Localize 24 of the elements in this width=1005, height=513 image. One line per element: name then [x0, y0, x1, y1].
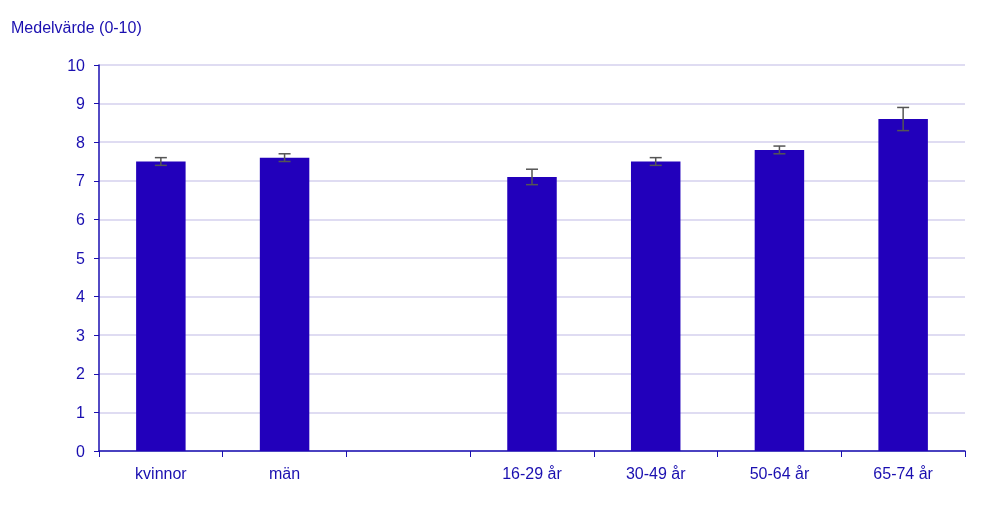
- x-tick-label: 65-74 år: [873, 464, 934, 482]
- y-tick-label: 0: [76, 442, 86, 460]
- x-tick-label: 50-64 år: [749, 464, 810, 482]
- y-tick-label: 6: [76, 210, 86, 228]
- x-tick-label: 16-29 år: [502, 464, 563, 482]
- y-tick-label: 8: [76, 133, 86, 151]
- x-tick-label: 30-49 år: [625, 464, 687, 482]
- x-tick-label: män: [269, 464, 301, 482]
- y-tick-label: 4: [76, 288, 86, 306]
- y-tick-label: 7: [76, 172, 86, 190]
- x-tick-label: kvinnor: [135, 464, 188, 482]
- bar: [878, 119, 928, 451]
- bar: [630, 161, 681, 451]
- y-tick-label: 2: [76, 365, 86, 383]
- bar: [507, 176, 557, 451]
- bar: [259, 157, 310, 451]
- y-tick-label: 1: [76, 403, 86, 421]
- y-tick-label: 10: [67, 56, 86, 74]
- y-tick-label: 3: [76, 326, 86, 344]
- y-tick-label: 5: [76, 249, 86, 267]
- bar: [754, 149, 805, 451]
- y-axis-title: Medelvärde (0-10): [11, 18, 142, 36]
- y-tick-label: 9: [76, 95, 86, 113]
- bar: [136, 161, 186, 451]
